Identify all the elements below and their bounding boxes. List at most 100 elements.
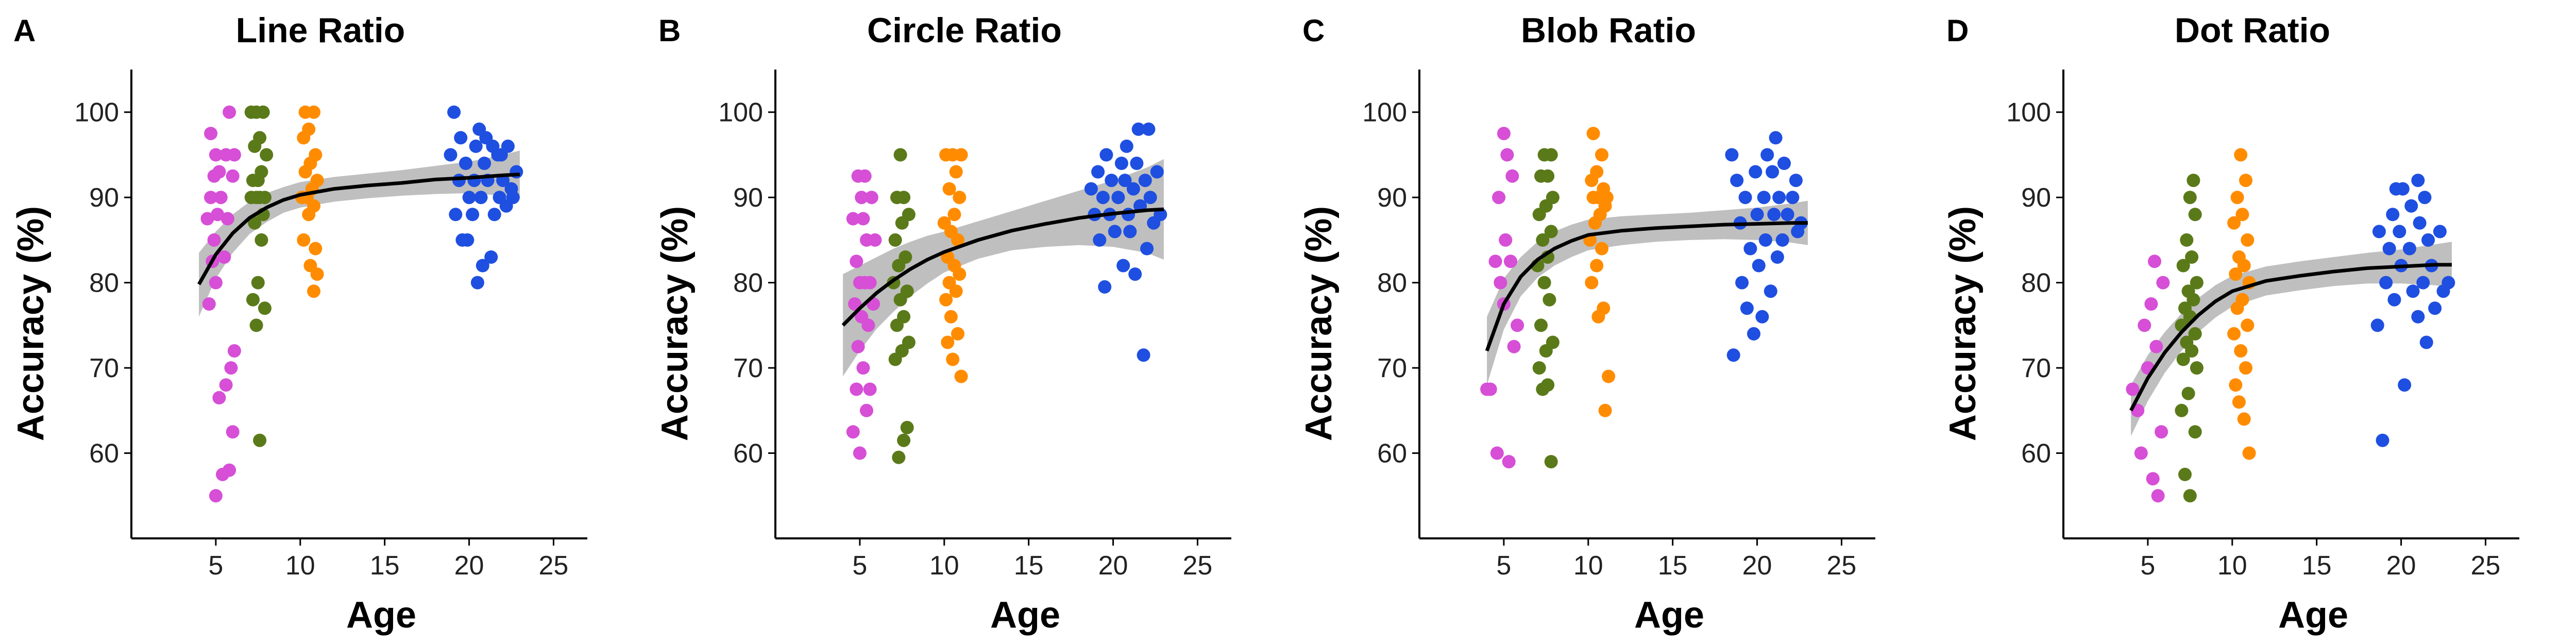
data-point-age20 bbox=[2418, 191, 2432, 205]
data-point-age10 bbox=[946, 352, 960, 366]
data-point-age20 bbox=[1760, 148, 1774, 162]
data-point-age5 bbox=[1492, 191, 1506, 205]
data-point-age5 bbox=[2126, 382, 2140, 396]
data-point-age5 bbox=[1499, 233, 1513, 247]
x-tick-label: 15 bbox=[2302, 551, 2332, 581]
data-point-age10 bbox=[1586, 127, 1600, 141]
data-point-age20 bbox=[2382, 242, 2396, 256]
x-tick-label: 25 bbox=[539, 551, 569, 581]
data-point-age7 bbox=[900, 284, 914, 298]
chart-title: Dot Ratio bbox=[2175, 11, 2330, 50]
data-point-age7 bbox=[251, 276, 265, 290]
data-point-age7 bbox=[2181, 386, 2195, 400]
data-point-age10 bbox=[2239, 174, 2252, 188]
data-point-age20 bbox=[1099, 148, 1113, 162]
panel-letter: B bbox=[658, 13, 681, 48]
data-point-age20 bbox=[459, 157, 472, 170]
data-point-age10 bbox=[309, 148, 323, 162]
panel-d: D Dot Ratio Age Accuracy (%) 60 70 80 90 100… bbox=[1942, 11, 2519, 636]
data-point-age5 bbox=[209, 148, 223, 162]
x-tick-label: 5 bbox=[852, 551, 867, 581]
data-point-age5 bbox=[221, 212, 234, 226]
data-point-age20 bbox=[1775, 233, 1789, 247]
data-point-age10 bbox=[2229, 267, 2243, 281]
x-tick-label: 25 bbox=[2471, 551, 2501, 581]
data-point-age10 bbox=[1602, 369, 1616, 383]
data-point-age20 bbox=[1772, 191, 1786, 205]
data-point-age20 bbox=[484, 250, 498, 264]
data-point-age10 bbox=[1600, 191, 1614, 205]
data-point-age7 bbox=[1532, 361, 1546, 375]
data-point-age20 bbox=[1093, 233, 1107, 247]
x-tick-label: 5 bbox=[208, 551, 223, 581]
confidence-band bbox=[843, 159, 1164, 377]
data-point-age10 bbox=[937, 216, 951, 230]
y-tick-label: 70 bbox=[2021, 353, 2051, 383]
data-point-age10 bbox=[2227, 216, 2241, 230]
data-point-age5 bbox=[1502, 455, 1516, 469]
data-point-age20 bbox=[2428, 301, 2442, 315]
data-point-age5 bbox=[863, 382, 877, 396]
data-point-age20 bbox=[1786, 191, 1800, 205]
data-point-age10 bbox=[954, 148, 968, 162]
data-point-age10 bbox=[2241, 318, 2255, 332]
data-point-age10 bbox=[302, 122, 316, 136]
data-point-age7 bbox=[892, 450, 906, 464]
data-point-age10 bbox=[307, 284, 320, 298]
data-point-age20 bbox=[1726, 348, 1740, 362]
data-point-age10 bbox=[941, 335, 955, 349]
data-point-age20 bbox=[1126, 182, 1140, 196]
y-tick-label: 100 bbox=[718, 98, 763, 128]
data-point-age10 bbox=[1598, 403, 1612, 417]
y-tick-label: 60 bbox=[89, 439, 119, 469]
data-point-age20 bbox=[1128, 267, 1142, 281]
data-point-age20 bbox=[1105, 174, 1118, 188]
data-point-age20 bbox=[2411, 174, 2425, 188]
fit-line bbox=[1485, 221, 1808, 352]
data-point-age5 bbox=[856, 361, 870, 375]
data-point-age20 bbox=[1142, 122, 1156, 136]
data-point-age20 bbox=[1130, 157, 1144, 170]
data-point-age5 bbox=[2144, 297, 2158, 311]
data-point-age10 bbox=[297, 233, 311, 247]
data-point-age7 bbox=[2180, 335, 2194, 349]
x-tick-label: 20 bbox=[1742, 551, 1772, 581]
y-tick-label: 100 bbox=[2006, 98, 2051, 128]
data-point-age7 bbox=[2185, 250, 2199, 264]
data-point-age5 bbox=[846, 212, 860, 226]
y-axis-label: Accuracy (%) bbox=[10, 206, 52, 441]
data-point-age7 bbox=[2175, 403, 2189, 417]
data-point-age20 bbox=[1777, 157, 1791, 170]
data-point-age5 bbox=[2148, 255, 2161, 268]
x-tick-label: 5 bbox=[2140, 551, 2155, 581]
data-point-age20 bbox=[1108, 225, 1122, 239]
data-point-age20 bbox=[487, 208, 501, 222]
data-point-age7 bbox=[1543, 293, 1556, 307]
data-point-age5 bbox=[207, 233, 221, 247]
data-point-age5 bbox=[2138, 318, 2151, 332]
data-point-age5 bbox=[204, 191, 218, 205]
data-point-age5 bbox=[212, 165, 226, 179]
data-point-age20 bbox=[1769, 131, 1783, 145]
data-point-age20 bbox=[493, 191, 506, 205]
x-tick-label: 5 bbox=[1496, 551, 1511, 581]
data-point-age20 bbox=[1111, 191, 1125, 205]
data-point-age5 bbox=[214, 191, 228, 205]
data-point-age20 bbox=[472, 122, 486, 136]
plot-area: 60 70 80 90 100 5 10 15 20 25 bbox=[1362, 70, 1875, 581]
data-point-age7 bbox=[258, 301, 272, 315]
data-point-age20 bbox=[1114, 157, 1128, 170]
data-point-age20 bbox=[2379, 276, 2393, 290]
data-point-age7 bbox=[2187, 174, 2200, 188]
data-point-age5 bbox=[850, 382, 863, 396]
data-point-age5 bbox=[853, 276, 867, 290]
y-axis-label: Accuracy (%) bbox=[1298, 206, 1340, 441]
data-point-age20 bbox=[1757, 191, 1771, 205]
data-point-age5 bbox=[223, 105, 236, 119]
y-tick-label: 80 bbox=[2021, 268, 2051, 298]
data-point-age7 bbox=[899, 250, 912, 264]
data-point-age20 bbox=[2372, 225, 2386, 239]
y-axis-label: Accuracy (%) bbox=[654, 206, 696, 441]
data-point-age10 bbox=[949, 165, 963, 179]
data-point-age7 bbox=[1544, 148, 1558, 162]
